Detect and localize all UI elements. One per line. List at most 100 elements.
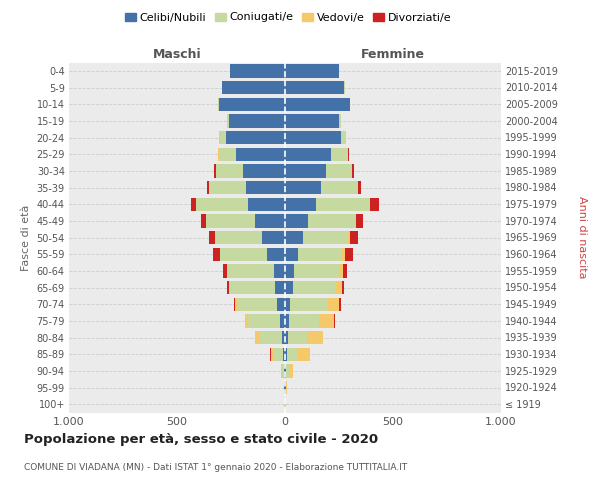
Bar <box>283 348 285 361</box>
Bar <box>191 198 196 211</box>
Bar <box>285 64 338 78</box>
Bar <box>266 248 285 261</box>
Bar <box>341 131 346 144</box>
Bar <box>335 281 342 294</box>
Bar <box>352 164 353 177</box>
Bar <box>285 81 344 94</box>
Bar <box>209 231 215 244</box>
Bar <box>285 198 316 211</box>
Bar <box>285 181 320 194</box>
Bar <box>196 198 248 211</box>
Y-axis label: Fasce di età: Fasce di età <box>21 204 31 270</box>
Bar <box>235 298 238 311</box>
Bar <box>277 298 285 311</box>
Bar <box>286 381 287 394</box>
Bar <box>248 198 285 211</box>
Bar <box>348 148 349 161</box>
Bar <box>340 298 341 311</box>
Bar <box>220 131 226 144</box>
Bar <box>223 264 227 278</box>
Bar <box>308 214 355 228</box>
Text: Maschi: Maschi <box>152 48 202 61</box>
Bar <box>230 281 275 294</box>
Bar <box>220 248 266 261</box>
Y-axis label: Anni di nascita: Anni di nascita <box>577 196 587 278</box>
Bar <box>339 114 341 128</box>
Bar <box>343 264 347 278</box>
Bar <box>223 81 285 94</box>
Bar <box>339 264 343 278</box>
Bar <box>370 198 379 211</box>
Bar <box>355 214 356 228</box>
Text: COMUNE DI VIADANA (MN) - Dati ISTAT 1° gennaio 2020 - Elaborazione TUTTITALIA.IT: COMUNE DI VIADANA (MN) - Dati ISTAT 1° g… <box>24 462 407 471</box>
Bar <box>230 64 285 78</box>
Bar <box>281 364 282 378</box>
Bar <box>342 281 344 294</box>
Bar <box>238 298 277 311</box>
Bar <box>280 314 285 328</box>
Bar <box>289 314 319 328</box>
Bar <box>285 381 286 394</box>
Bar <box>348 231 350 244</box>
Bar <box>272 348 283 361</box>
Bar <box>298 248 342 261</box>
Bar <box>289 364 293 378</box>
Bar <box>218 148 236 161</box>
Bar <box>316 198 370 211</box>
Bar <box>285 164 326 177</box>
Bar <box>285 98 350 111</box>
Bar <box>229 281 230 294</box>
Bar <box>285 281 293 294</box>
Bar <box>319 314 334 328</box>
Bar <box>275 281 285 294</box>
Bar <box>201 214 206 228</box>
Bar <box>285 214 308 228</box>
Bar <box>294 264 339 278</box>
Bar <box>342 248 344 261</box>
Bar <box>282 364 284 378</box>
Bar <box>209 181 246 194</box>
Text: Femmine: Femmine <box>361 48 425 61</box>
Bar <box>334 314 335 328</box>
Bar <box>213 248 220 261</box>
Bar <box>284 381 285 394</box>
Bar <box>293 281 335 294</box>
Bar <box>282 331 285 344</box>
Legend: Celibi/Nubili, Coniugati/e, Vedovi/e, Divorziati/e: Celibi/Nubili, Coniugati/e, Vedovi/e, Di… <box>120 8 456 27</box>
Bar <box>344 248 353 261</box>
Bar <box>206 181 209 194</box>
Bar <box>256 331 260 344</box>
Bar <box>216 231 262 244</box>
Bar <box>255 214 285 228</box>
Text: Popolazione per età, sesso e stato civile - 2020: Popolazione per età, sesso e stato civil… <box>24 432 378 446</box>
Bar <box>331 148 348 161</box>
Bar <box>246 181 285 194</box>
Bar <box>285 131 341 144</box>
Bar <box>219 98 285 111</box>
Bar <box>328 298 340 311</box>
Bar <box>243 164 285 177</box>
Bar <box>356 214 363 228</box>
Bar <box>285 114 339 128</box>
Bar <box>260 331 282 344</box>
Bar <box>286 364 289 378</box>
Bar <box>307 331 323 344</box>
Bar <box>285 331 287 344</box>
Bar <box>358 181 361 194</box>
Bar <box>290 298 328 311</box>
Bar <box>274 264 285 278</box>
Bar <box>285 314 289 328</box>
Bar <box>350 231 358 244</box>
Bar <box>271 348 272 361</box>
Bar <box>216 164 243 177</box>
Bar <box>285 264 294 278</box>
Bar <box>285 364 286 378</box>
Bar <box>285 348 287 361</box>
Bar <box>285 298 290 311</box>
Bar <box>214 164 216 177</box>
Bar <box>206 214 255 228</box>
Bar <box>298 348 310 361</box>
Bar <box>287 331 307 344</box>
Bar <box>236 148 285 161</box>
Bar <box>227 114 229 128</box>
